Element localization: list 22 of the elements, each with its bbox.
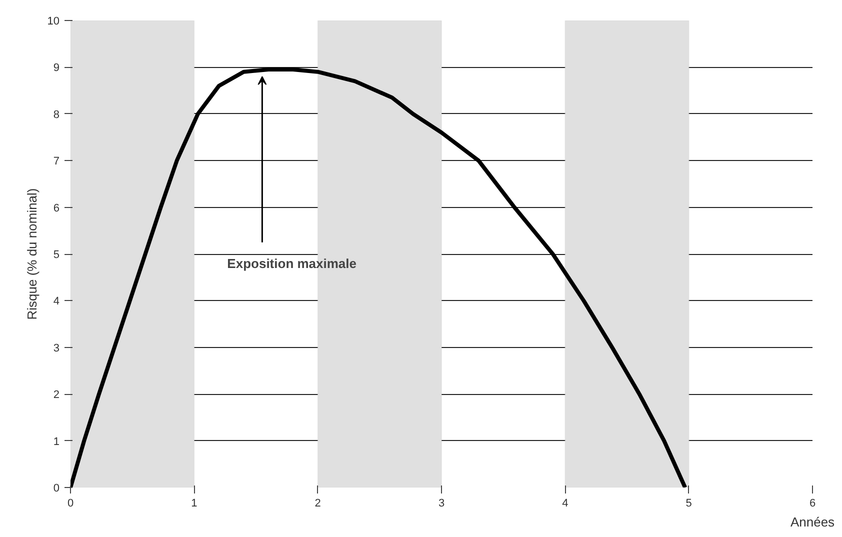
y-tick-label: 1 [53, 436, 60, 448]
y-tick-label: 0 [53, 482, 60, 494]
y-tick-label: 4 [53, 296, 60, 308]
x-tick-label: 1 [191, 498, 198, 510]
y-tick-label: 5 [53, 249, 60, 261]
line-series [70, 68, 688, 488]
x-tick-label: 5 [686, 498, 692, 510]
x-tick-label: 3 [438, 498, 445, 510]
x-axis-title: Années [790, 514, 836, 530]
y-tick-label: 7 [53, 156, 60, 168]
y-axis-title: Risque (% du nominal) [24, 188, 40, 320]
y-tick-label: 3 [53, 342, 60, 354]
y-tick-label: 9 [53, 62, 60, 74]
y-tick-label: 6 [53, 202, 60, 214]
y-tick-label: 10 [47, 16, 60, 28]
y-tick-label: 8 [53, 108, 60, 121]
y-tick-label: 2 [53, 389, 60, 402]
annotation: Exposition maximale [227, 256, 357, 271]
x-tick-label: 6 [809, 498, 816, 510]
x-tick-label: 0 [67, 498, 74, 510]
x-tick-label: 4 [562, 498, 568, 510]
x-tick-label: 2 [314, 498, 321, 510]
